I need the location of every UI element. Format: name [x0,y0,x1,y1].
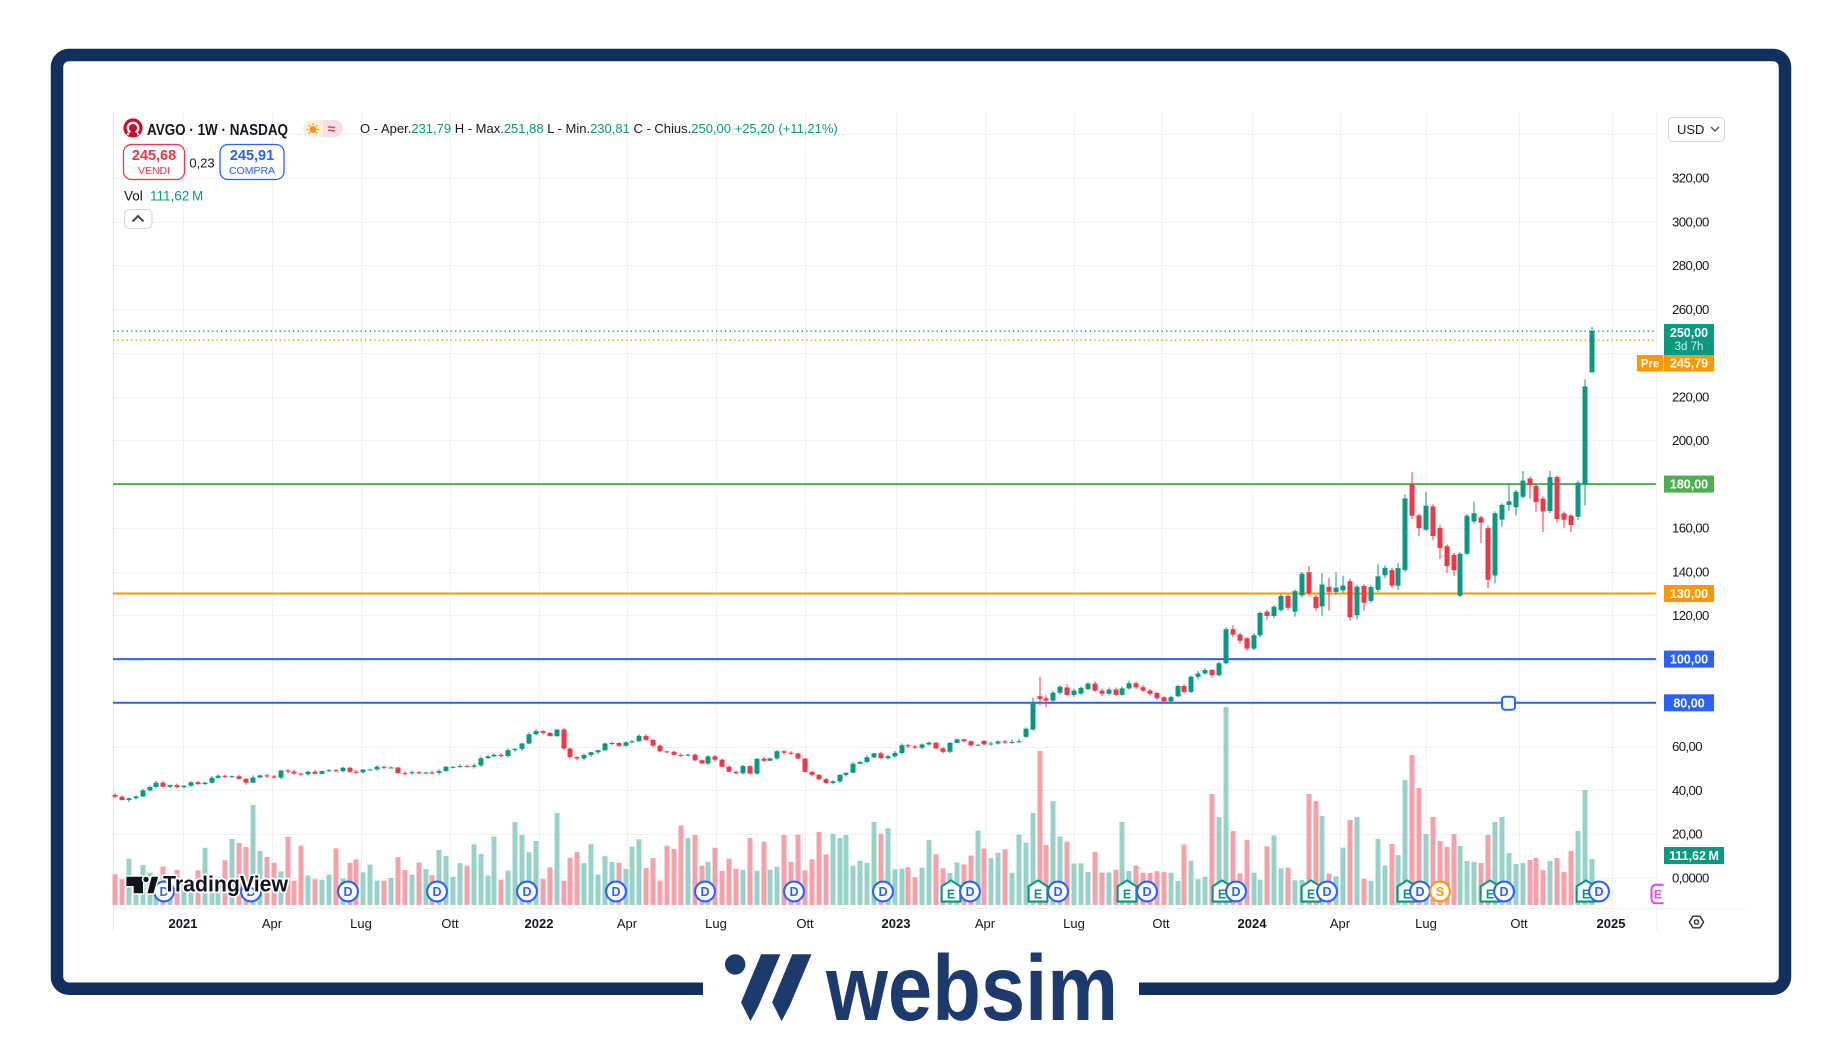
svg-text:D: D [1142,885,1151,899]
svg-text:280,00: 280,00 [1672,258,1709,273]
svg-text:D: D [522,885,531,899]
svg-text:E: E [1307,888,1315,902]
svg-text:Vol: Vol [124,189,143,204]
svg-text:E: E [1123,888,1131,902]
svg-text:Lug: Lug [1063,916,1085,931]
svg-text:E: E [1486,888,1494,902]
svg-text:Ott: Ott [1152,916,1170,931]
svg-text:D: D [700,885,709,899]
svg-text:D: D [1231,885,1240,899]
svg-text:Apr: Apr [1330,916,1351,931]
svg-text:2025: 2025 [1597,916,1626,931]
svg-text:D: D [246,885,255,899]
svg-text:245,68: 245,68 [132,148,176,164]
svg-text:D: D [1499,885,1508,899]
svg-text:130,00: 130,00 [1670,587,1708,601]
svg-text:80,00: 80,00 [1673,696,1704,710]
svg-text:180,00: 180,00 [1670,478,1708,492]
svg-text:320,00: 320,00 [1672,171,1709,186]
svg-text:220,00: 220,00 [1672,389,1709,404]
svg-text:Lug: Lug [1415,916,1437,931]
svg-text:E: E [1654,888,1662,902]
svg-text:D: D [343,885,352,899]
svg-text:S: S [1436,885,1444,899]
svg-text:AVGO · 1W · NASDAQ: AVGO · 1W · NASDAQ [147,122,288,139]
svg-text:3d 7h: 3d 7h [1675,341,1704,353]
svg-text:40,00: 40,00 [1672,783,1702,798]
svg-text:D: D [1322,885,1331,899]
svg-text:2022: 2022 [525,916,554,931]
svg-text:Lug: Lug [350,916,372,931]
svg-text:60,00: 60,00 [1672,739,1702,754]
svg-text:VENDI: VENDI [138,165,170,177]
svg-text:245,79: 245,79 [1670,357,1708,371]
svg-text:0,23: 0,23 [189,156,214,171]
svg-text:D: D [159,885,168,899]
svg-text:Apr: Apr [617,916,638,931]
svg-text:200,00: 200,00 [1672,433,1709,448]
svg-text:2023: 2023 [882,916,911,931]
svg-text:D: D [1053,885,1062,899]
svg-text:E: E [1403,888,1411,902]
svg-text:120,00: 120,00 [1672,608,1709,623]
svg-text:Lug: Lug [705,916,727,931]
svg-text:COMPRA: COMPRA [229,165,275,177]
svg-text:D: D [1415,885,1424,899]
svg-text:Apr: Apr [975,916,996,931]
svg-text:E: E [1218,888,1226,902]
svg-text:Ott: Ott [1510,916,1528,931]
svg-text:Pre: Pre [1641,359,1660,371]
svg-text:2024: 2024 [1238,916,1268,931]
svg-text:Ott: Ott [441,916,459,931]
svg-text:D: D [1594,885,1603,899]
svg-text:Apr: Apr [262,916,283,931]
svg-text:O - Aper.231,79 H - Max.251,88: O - Aper.231,79 H - Max.251,88 L - Min.2… [360,121,838,136]
svg-text:160,00: 160,00 [1672,521,1709,536]
svg-text:E: E [1582,888,1590,902]
svg-text:260,00: 260,00 [1672,302,1709,317]
svg-text:245,91: 245,91 [230,148,274,164]
svg-text:D: D [789,885,798,899]
svg-text:100,00: 100,00 [1670,653,1708,667]
svg-text:111,62 M: 111,62 M [1669,849,1719,863]
svg-text:250,00: 250,00 [1670,326,1708,340]
svg-text:≈: ≈ [328,121,336,137]
svg-text:2021: 2021 [169,916,198,931]
svg-text:D: D [965,885,974,899]
svg-text:TradingView: TradingView [163,872,289,897]
svg-text:Ott: Ott [796,916,814,931]
svg-text:0,0000: 0,0000 [1672,870,1709,885]
svg-text:websim: websim [825,936,1118,1040]
svg-text:E: E [947,888,955,902]
svg-text:USD: USD [1677,122,1704,137]
svg-text:20,00: 20,00 [1672,827,1702,842]
svg-text:D: D [878,885,887,899]
svg-text:D: D [432,885,441,899]
svg-text:E: E [1034,888,1042,902]
svg-text:300,00: 300,00 [1672,214,1709,229]
svg-text:111,62 M: 111,62 M [150,189,203,204]
svg-text:D: D [611,885,620,899]
svg-text:140,00: 140,00 [1672,564,1709,579]
